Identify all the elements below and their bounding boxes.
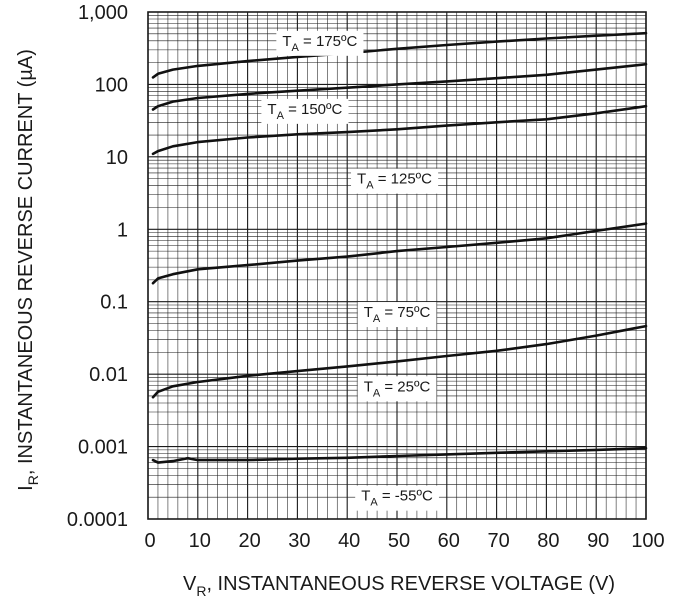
- series-line: [151, 324, 648, 399]
- curve-label-text: TA = 125ºC: [357, 171, 432, 192]
- y-axis-title: IR, INSTANTANEOUS REVERSE CURRENT (µA): [15, 49, 41, 491]
- y-tick-label: 0.001: [78, 437, 128, 459]
- curve-label: TA = 150ºC: [261, 98, 349, 124]
- x-tick-label: 0: [144, 530, 155, 552]
- x-tick-label: 80: [537, 530, 559, 552]
- curve-label-text: TA = 150ºC: [267, 101, 342, 122]
- x-tick-label: 40: [338, 530, 360, 552]
- curve-label: TA = -55ºC: [355, 485, 439, 511]
- curve-label-background: [357, 376, 437, 402]
- y-tick-label: 1,000: [78, 2, 128, 24]
- curve-label-text: TA = 175ºC: [282, 33, 357, 54]
- y-tick-label: 0.1: [100, 292, 128, 314]
- curve-label: TA = 75ºC: [357, 302, 437, 328]
- y-tick-label: 1: [117, 219, 128, 241]
- curve-label: TA = 125ºC: [351, 168, 439, 194]
- x-tick-label: 100: [631, 530, 664, 552]
- y-tick-label: 10: [106, 147, 128, 169]
- curve-label-background: [261, 98, 349, 124]
- x-tick-label: 20: [238, 530, 260, 552]
- x-tick-label: 90: [587, 530, 609, 552]
- curve-labels: TA = 175ºC TA = 150ºC TA = 125ºC TA = 75ºC T…: [261, 30, 439, 511]
- curve-label-text: TA = 25ºC: [364, 378, 431, 399]
- x-tick-label: 30: [288, 530, 310, 552]
- curve-label-text: TA = -55ºC: [361, 488, 433, 509]
- x-axis-title: VR, INSTANTANEOUS REVERSE VOLTAGE (V): [183, 573, 615, 599]
- y-tick-label: 0.01: [89, 364, 128, 386]
- curve-label: TA = 25ºC: [357, 376, 437, 402]
- x-tick-label: 10: [189, 530, 211, 552]
- curve-label-background: [357, 302, 437, 328]
- series-layer: [151, 31, 648, 464]
- x-tick-label: 50: [388, 530, 410, 552]
- x-tick-label: 70: [487, 530, 509, 552]
- series-line: [151, 222, 648, 285]
- series-line: [151, 62, 648, 111]
- y-tick-labels: 0.0001 0.001 0.01 0.1 1 10 100 1,000: [67, 2, 128, 531]
- curve-label-background: [355, 485, 439, 511]
- series-line: [151, 104, 648, 156]
- y-tick-label: 100: [95, 74, 128, 96]
- plot-frame: [147, 11, 647, 520]
- curve-label-background: [351, 168, 439, 194]
- curve-label-text: TA = 75ºC: [364, 304, 431, 325]
- y-tick-label: 0.0001: [67, 509, 128, 531]
- curve-label-background: [276, 30, 364, 56]
- x-tick-label: 60: [438, 530, 460, 552]
- series-line: [151, 446, 648, 464]
- x-tick-labels: 0 10 20 30 40 50 60 70 80 90 100: [144, 530, 664, 552]
- curve-label: TA = 175ºC: [276, 30, 364, 56]
